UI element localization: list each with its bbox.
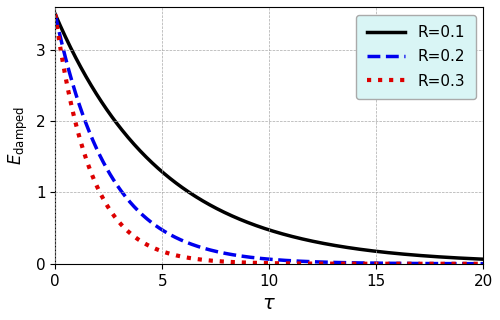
Y-axis label: $E_{\mathrm{damped}}$: $E_{\mathrm{damped}}$ (7, 106, 30, 165)
Legend: R=0.1, R=0.2, R=0.3: R=0.1, R=0.2, R=0.3 (356, 15, 476, 99)
X-axis label: $\tau$: $\tau$ (262, 294, 276, 313)
